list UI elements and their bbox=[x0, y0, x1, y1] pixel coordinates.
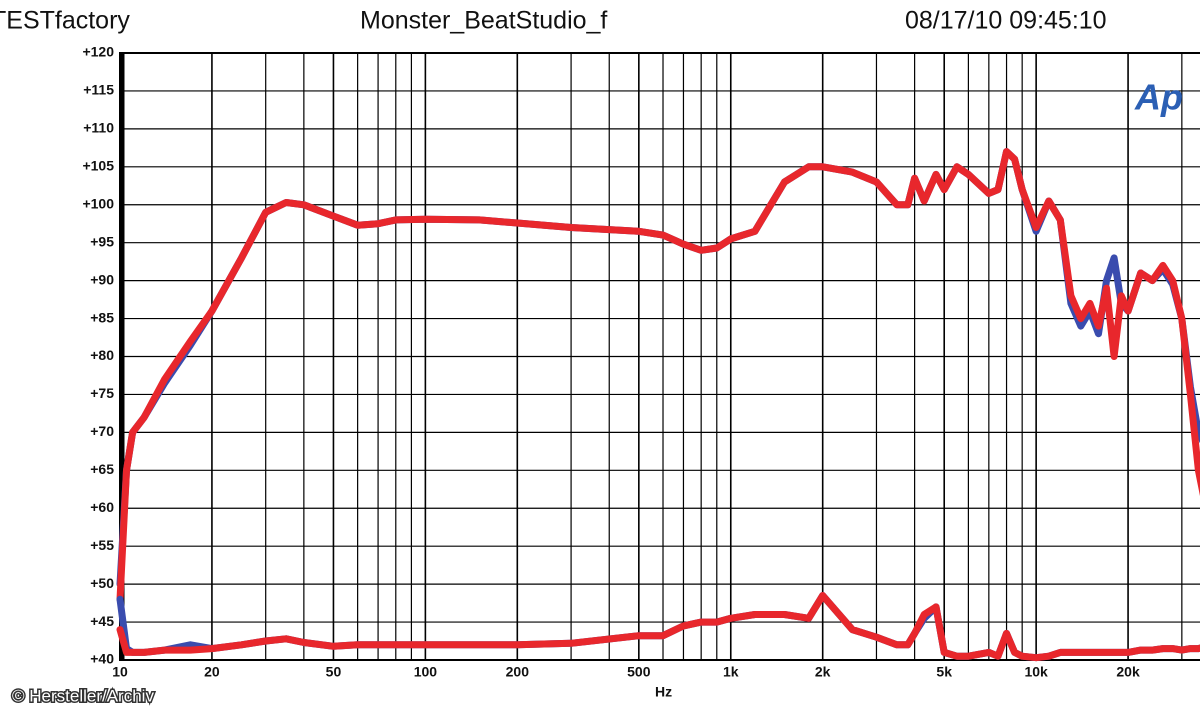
y-tick-label: +50 bbox=[90, 575, 114, 591]
x-tick-label: 20k bbox=[1116, 664, 1140, 680]
y-tick-label: +40 bbox=[90, 651, 114, 667]
y-tick-label: +115 bbox=[83, 82, 114, 98]
logo: Ap bbox=[1134, 77, 1183, 118]
x-tick-label: 10k bbox=[1024, 664, 1048, 680]
x-tick-label: 10 bbox=[112, 664, 128, 680]
y-tick-label: +55 bbox=[90, 537, 114, 553]
data-line bbox=[116, 592, 1200, 662]
x-tick-label: 5k bbox=[936, 664, 952, 680]
data-line bbox=[116, 148, 1200, 603]
header-left: TESTfactory bbox=[0, 7, 130, 35]
y-tick-label: +120 bbox=[82, 44, 114, 60]
y-tick-label: +95 bbox=[90, 233, 114, 249]
y-tick-label: +85 bbox=[90, 309, 114, 325]
x-tick-label: 1k bbox=[723, 664, 739, 680]
y-tick-label: +100 bbox=[82, 195, 114, 211]
plot-area: 1020501002005001k2k5k10k20k40k bbox=[112, 52, 1200, 680]
x-tick-label: 200 bbox=[506, 664, 530, 680]
y-tick-label: +80 bbox=[90, 347, 114, 363]
x-tick-label: 50 bbox=[326, 664, 342, 680]
y-tick-label: +60 bbox=[90, 499, 114, 515]
x-axis-label: Hz bbox=[655, 684, 672, 700]
x-tick-label: 500 bbox=[627, 664, 651, 680]
credit: © Hersteller/Archiv bbox=[12, 686, 154, 705]
header-center: Monster_BeatStudio_f bbox=[360, 7, 607, 35]
y-tick-label: +105 bbox=[82, 158, 114, 174]
y-tick-label: +90 bbox=[90, 271, 114, 287]
y-tick-label: +65 bbox=[90, 461, 114, 477]
y-tick-label: +70 bbox=[90, 423, 114, 439]
x-tick-label: 100 bbox=[414, 664, 438, 680]
y-tick-label: +75 bbox=[90, 385, 114, 401]
header-right: 08/17/10 09:45:10 bbox=[905, 7, 1107, 35]
x-tick-label: 20 bbox=[204, 664, 220, 680]
x-tick-label: 2k bbox=[815, 664, 831, 680]
y-tick-label: +110 bbox=[83, 120, 114, 136]
y-tick-label: +45 bbox=[90, 613, 114, 629]
